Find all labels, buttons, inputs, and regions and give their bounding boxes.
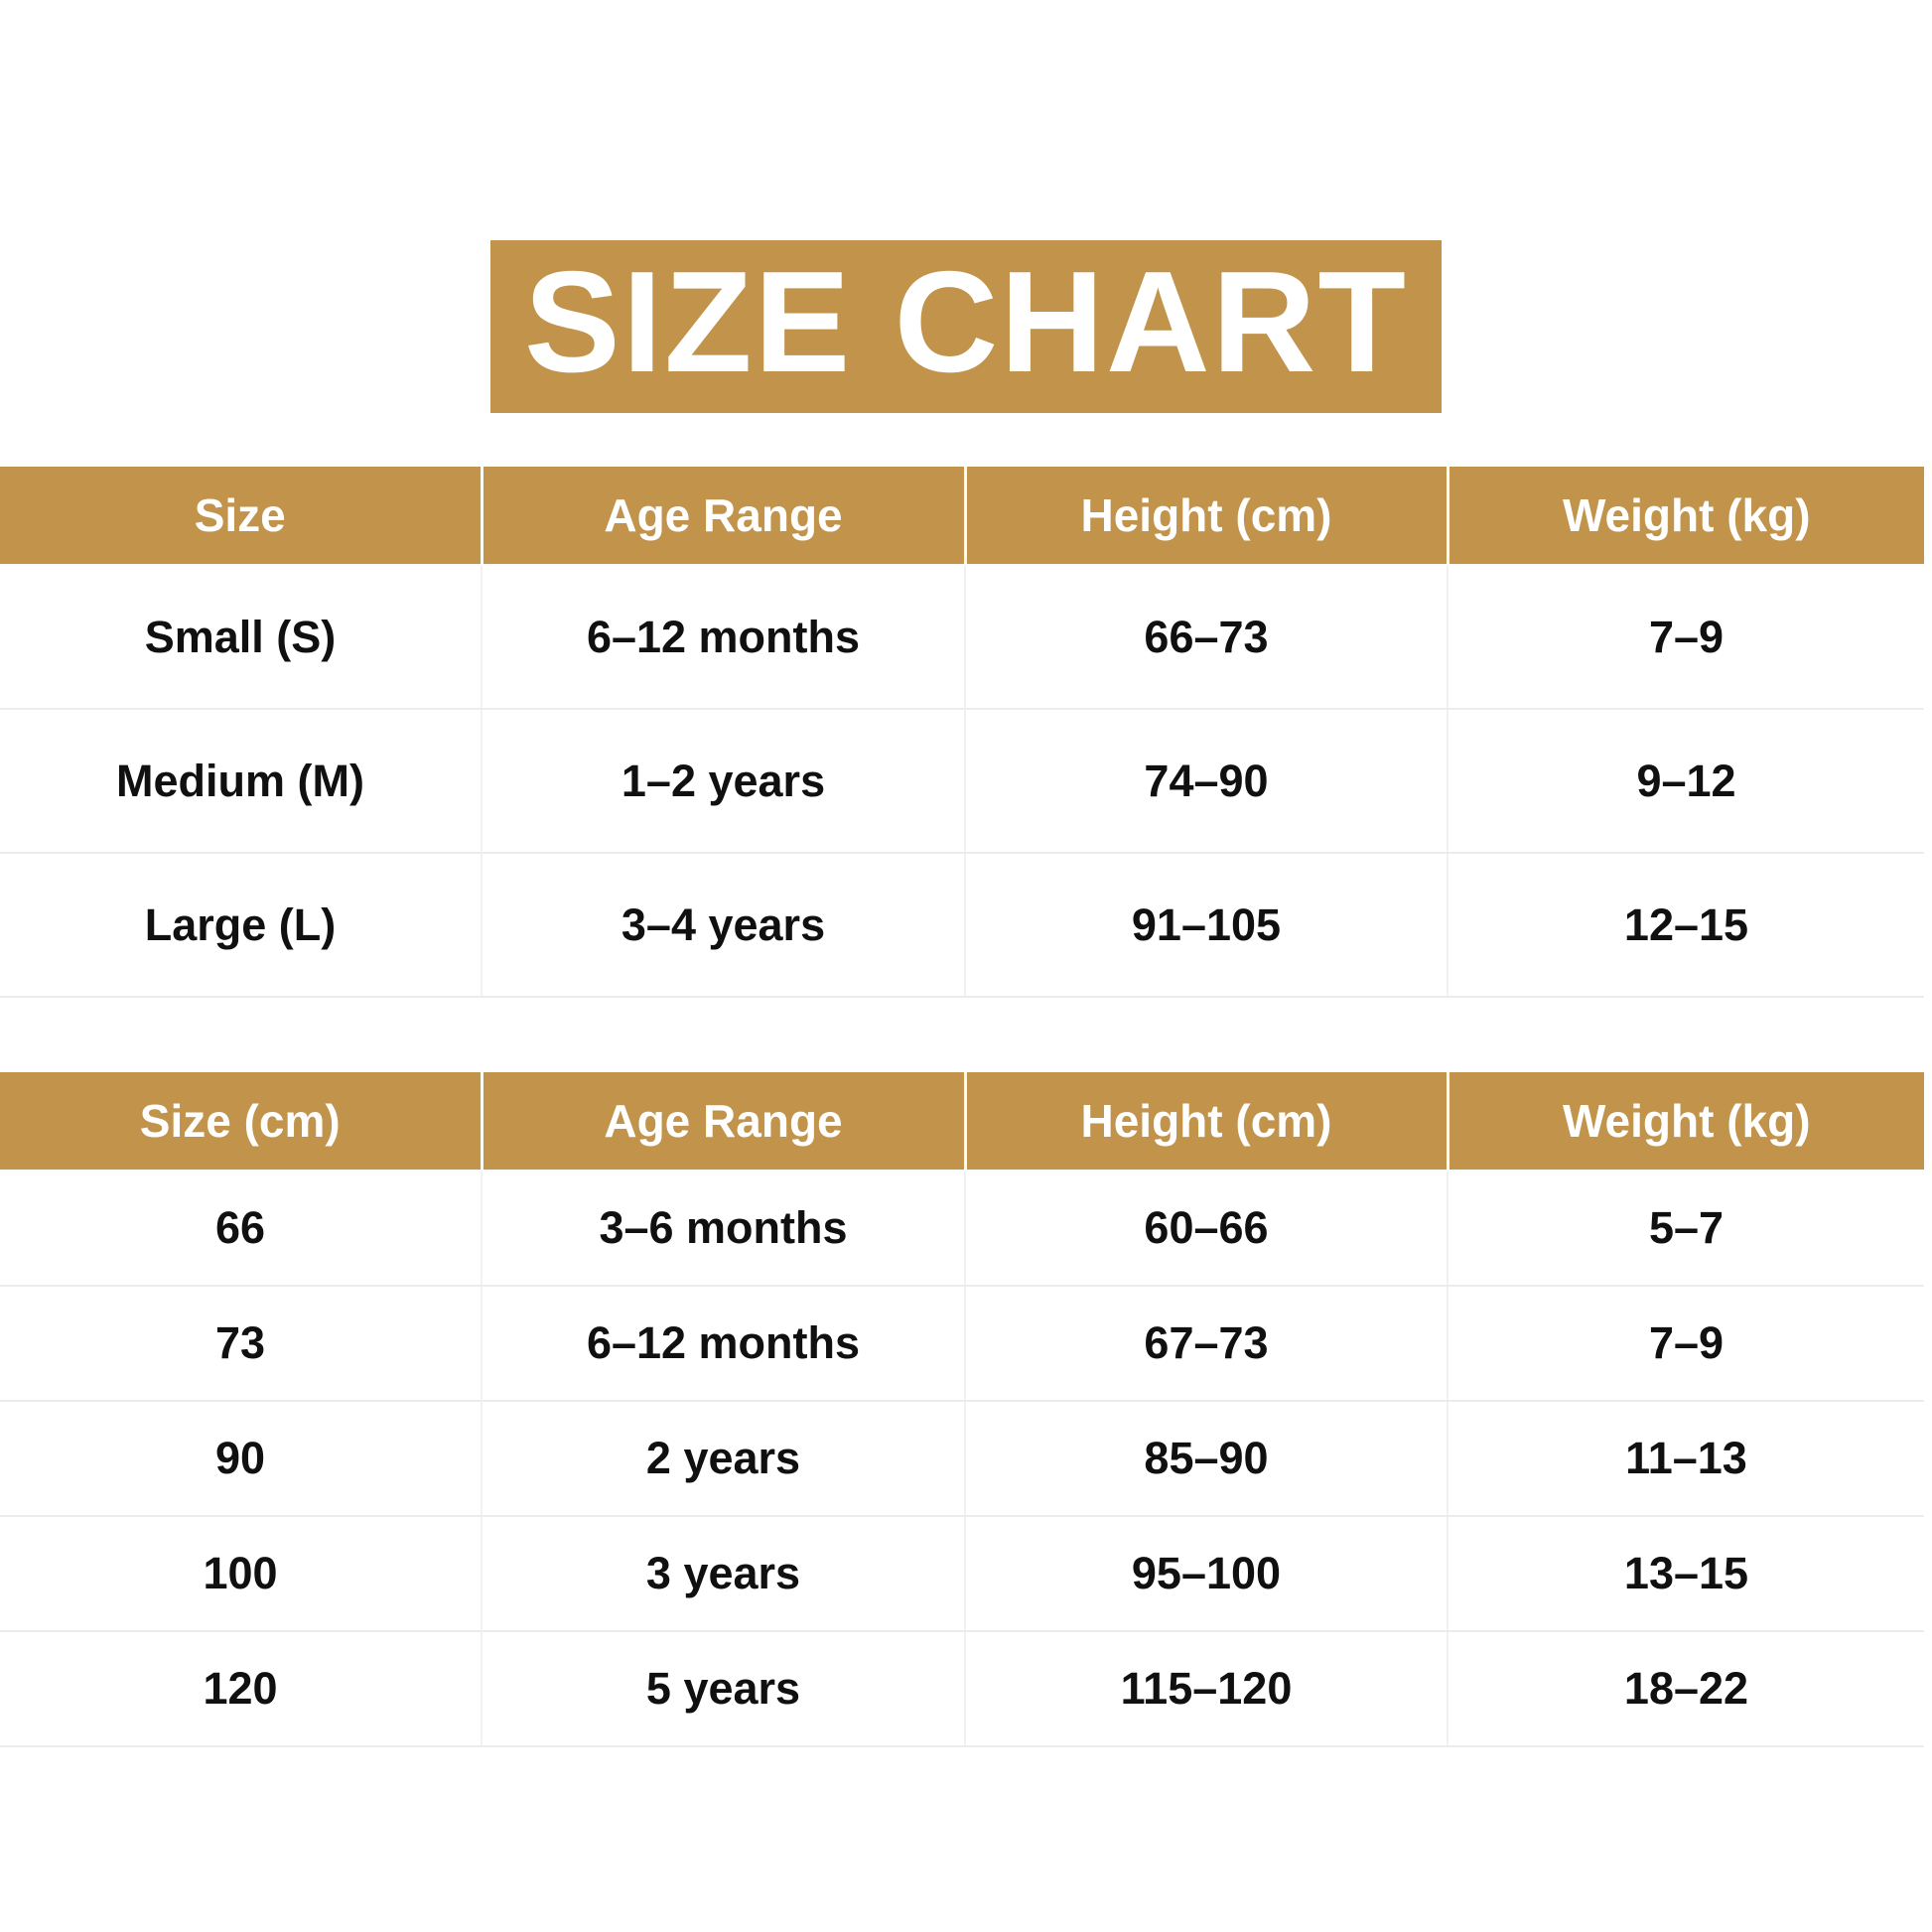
table-row: Small (S) 6–12 months 66–73 7–9 xyxy=(0,565,1924,710)
cell-height: 60–66 xyxy=(965,1171,1449,1287)
cell-size: Large (L) xyxy=(0,853,483,998)
cell-size-cm: 120 xyxy=(0,1631,483,1747)
cell-weight: 7–9 xyxy=(1448,565,1924,710)
cell-size-cm: 90 xyxy=(0,1401,483,1517)
header-row: Size Age Range Height (cm) Weight (kg) xyxy=(0,467,1924,566)
cell-age-range: 3–6 months xyxy=(482,1171,966,1287)
cell-size: Medium (M) xyxy=(0,709,483,854)
table-body-cm-sizes: 66 3–6 months 60–66 5–7 73 6–12 months 6… xyxy=(0,1171,1924,1747)
cell-age-range: 1–2 years xyxy=(482,709,966,854)
cell-height: 67–73 xyxy=(965,1286,1449,1402)
cell-size-cm: 73 xyxy=(0,1286,483,1402)
table-header-cm-sizes: Size (cm) Age Range Height (cm) Weight (… xyxy=(0,1072,1924,1172)
cell-weight: 9–12 xyxy=(1448,709,1924,854)
cell-weight: 18–22 xyxy=(1448,1631,1924,1747)
cell-height: 115–120 xyxy=(965,1631,1449,1747)
cell-size-cm: 66 xyxy=(0,1171,483,1287)
cell-weight: 5–7 xyxy=(1448,1171,1924,1287)
cell-age-range: 6–12 months xyxy=(482,1286,966,1402)
table-letter-sizes: Size Age Range Height (cm) Weight (kg) S… xyxy=(0,467,1924,998)
title-banner: SIZE CHART xyxy=(490,240,1442,413)
cell-weight: 11–13 xyxy=(1448,1401,1924,1517)
header-row: Size (cm) Age Range Height (cm) Weight (… xyxy=(0,1072,1924,1172)
cell-age-range: 3 years xyxy=(482,1516,966,1632)
cell-weight: 7–9 xyxy=(1448,1286,1924,1402)
cell-age-range: 6–12 months xyxy=(482,565,966,710)
size-table-cm-sizes: Size (cm) Age Range Height (cm) Weight (… xyxy=(0,1072,1924,1747)
column-header-height: Height (cm) xyxy=(965,1072,1449,1172)
cell-height: 95–100 xyxy=(965,1516,1449,1632)
cell-size-cm: 100 xyxy=(0,1516,483,1632)
table-row: 120 5 years 115–120 18–22 xyxy=(0,1631,1924,1747)
table-body-letter-sizes: Small (S) 6–12 months 66–73 7–9 Medium (… xyxy=(0,565,1924,998)
table-row: 73 6–12 months 67–73 7–9 xyxy=(0,1286,1924,1402)
page-title: SIZE CHART xyxy=(524,241,1408,403)
cell-height: 66–73 xyxy=(965,565,1449,710)
cell-weight: 13–15 xyxy=(1448,1516,1924,1632)
table-header-letter-sizes: Size Age Range Height (cm) Weight (kg) xyxy=(0,467,1924,566)
cell-height: 74–90 xyxy=(965,709,1449,854)
cell-age-range: 3–4 years xyxy=(482,853,966,998)
column-header-size-cm: Size (cm) xyxy=(0,1072,483,1172)
column-header-height: Height (cm) xyxy=(965,467,1449,566)
table-row: 66 3–6 months 60–66 5–7 xyxy=(0,1171,1924,1287)
table-row: Medium (M) 1–2 years 74–90 9–12 xyxy=(0,709,1924,854)
cell-height: 85–90 xyxy=(965,1401,1449,1517)
cell-age-range: 2 years xyxy=(482,1401,966,1517)
table-row: 100 3 years 95–100 13–15 xyxy=(0,1516,1924,1632)
table-row: 90 2 years 85–90 11–13 xyxy=(0,1401,1924,1517)
cell-size: Small (S) xyxy=(0,565,483,710)
cell-age-range: 5 years xyxy=(482,1631,966,1747)
cell-height: 91–105 xyxy=(965,853,1449,998)
column-header-weight: Weight (kg) xyxy=(1448,467,1924,566)
column-header-size: Size xyxy=(0,467,483,566)
column-header-age-range: Age Range xyxy=(482,467,967,566)
size-table-letter-sizes: Size Age Range Height (cm) Weight (kg) S… xyxy=(0,467,1924,998)
column-header-age-range: Age Range xyxy=(482,1072,967,1172)
table-cm-sizes: Size (cm) Age Range Height (cm) Weight (… xyxy=(0,1072,1924,1747)
cell-weight: 12–15 xyxy=(1448,853,1924,998)
column-header-weight: Weight (kg) xyxy=(1448,1072,1924,1172)
table-row: Large (L) 3–4 years 91–105 12–15 xyxy=(0,853,1924,998)
page-title-container: SIZE CHART xyxy=(0,236,1932,417)
